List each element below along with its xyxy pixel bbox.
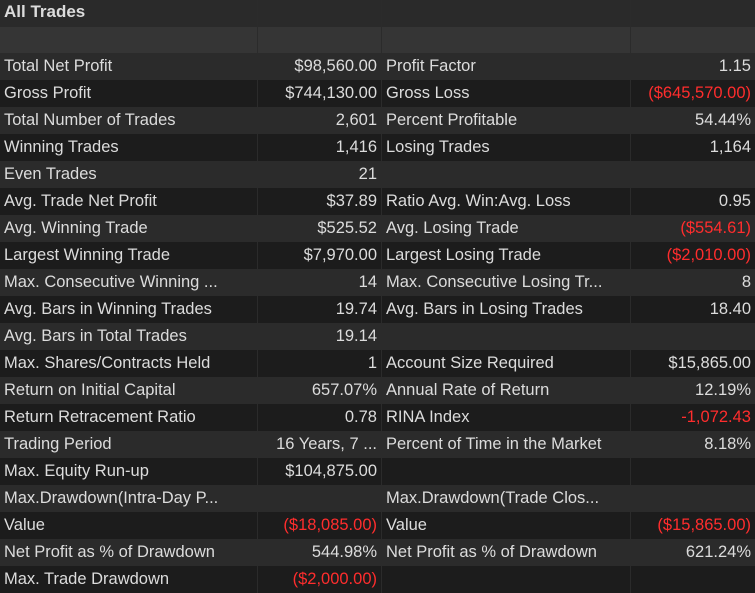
metric-label: Percent of Time in the Market (382, 431, 631, 458)
metric-value: ($18,085.00) (258, 512, 382, 539)
metric-value: 19.14 (258, 323, 382, 350)
metric-value: ($15,865.00) (631, 512, 755, 539)
header-empty-cell (631, 0, 755, 27)
metric-value (258, 485, 382, 512)
header-empty-cell (382, 0, 631, 27)
metric-value: 16 Years, 7 ... (258, 431, 382, 458)
metric-label (382, 566, 631, 593)
metric-label: RINA Index (382, 404, 631, 431)
metric-value: 8.18% (631, 431, 755, 458)
metric-value: 0.78 (258, 404, 382, 431)
metric-label: Value (0, 512, 258, 539)
metric-label: Max. Trade Drawdown (0, 566, 258, 593)
metric-label: Max.Drawdown(Trade Clos... (382, 485, 631, 512)
metric-value: 1.15 (631, 53, 755, 80)
metric-label (382, 458, 631, 485)
metric-label: Gross Profit (0, 80, 258, 107)
spacer-cell (631, 27, 755, 53)
metric-value: $744,130.00 (258, 80, 382, 107)
metric-label: Total Net Profit (0, 53, 258, 80)
metric-label: Avg. Losing Trade (382, 215, 631, 242)
metric-label: Value (382, 512, 631, 539)
metric-label: Max. Shares/Contracts Held (0, 350, 258, 377)
metric-label: Gross Loss (382, 80, 631, 107)
metric-label: Max. Consecutive Winning ... (0, 269, 258, 296)
metric-value: $15,865.00 (631, 350, 755, 377)
metric-label: Avg. Bars in Winning Trades (0, 296, 258, 323)
metric-value: 14 (258, 269, 382, 296)
metric-value: 2,601 (258, 107, 382, 134)
metric-value: 621.24% (631, 539, 755, 566)
metric-label: Return on Initial Capital (0, 377, 258, 404)
spacer-cell (258, 27, 382, 53)
metric-value: $7,970.00 (258, 242, 382, 269)
metric-value: 657.07% (258, 377, 382, 404)
metric-label: Winning Trades (0, 134, 258, 161)
metric-label: Even Trades (0, 161, 258, 188)
metric-value: 544.98% (258, 539, 382, 566)
header-empty-cell (258, 0, 382, 27)
metric-value: $98,560.00 (258, 53, 382, 80)
metric-label: Net Profit as % of Drawdown (0, 539, 258, 566)
metric-value (631, 485, 755, 512)
metric-label: Ratio Avg. Win:Avg. Loss (382, 188, 631, 215)
metric-value: ($645,570.00) (631, 80, 755, 107)
metric-value: 8 (631, 269, 755, 296)
metric-value: 19.74 (258, 296, 382, 323)
spacer-cell (0, 27, 258, 53)
metric-label: Avg. Bars in Total Trades (0, 323, 258, 350)
spacer-cell (382, 27, 631, 53)
metric-value: $525.52 (258, 215, 382, 242)
metric-label: Avg. Trade Net Profit (0, 188, 258, 215)
metric-label: Losing Trades (382, 134, 631, 161)
metric-value: 21 (258, 161, 382, 188)
metric-label: Net Profit as % of Drawdown (382, 539, 631, 566)
metric-value: 54.44% (631, 107, 755, 134)
metric-label: Largest Losing Trade (382, 242, 631, 269)
metric-value: $37.89 (258, 188, 382, 215)
metric-label: Annual Rate of Return (382, 377, 631, 404)
metric-label: Avg. Winning Trade (0, 215, 258, 242)
metric-value: ($2,000.00) (258, 566, 382, 593)
metric-label: Max. Consecutive Losing Tr... (382, 269, 631, 296)
metric-label: Return Retracement Ratio (0, 404, 258, 431)
metric-value: 0.95 (631, 188, 755, 215)
metric-value (631, 323, 755, 350)
metric-label: Profit Factor (382, 53, 631, 80)
metric-value (631, 458, 755, 485)
metric-value: 1,416 (258, 134, 382, 161)
report-title: All Trades (0, 0, 258, 27)
metric-value (631, 161, 755, 188)
metric-value: $104,875.00 (258, 458, 382, 485)
metric-label: Percent Profitable (382, 107, 631, 134)
metric-label: Account Size Required (382, 350, 631, 377)
metric-value: 12.19% (631, 377, 755, 404)
metric-value: 1 (258, 350, 382, 377)
metric-label (382, 323, 631, 350)
metric-label: Max.Drawdown(Intra-Day P... (0, 485, 258, 512)
metric-value: 1,164 (631, 134, 755, 161)
metric-label: Max. Equity Run-up (0, 458, 258, 485)
metric-value (631, 566, 755, 593)
metric-label: Trading Period (0, 431, 258, 458)
metric-value: 18.40 (631, 296, 755, 323)
metric-value: ($2,010.00) (631, 242, 755, 269)
metric-label: Total Number of Trades (0, 107, 258, 134)
metric-label (382, 161, 631, 188)
metric-value: ($554.61) (631, 215, 755, 242)
metric-label: Avg. Bars in Losing Trades (382, 296, 631, 323)
metric-label: Largest Winning Trade (0, 242, 258, 269)
metric-value: -1,072.43 (631, 404, 755, 431)
